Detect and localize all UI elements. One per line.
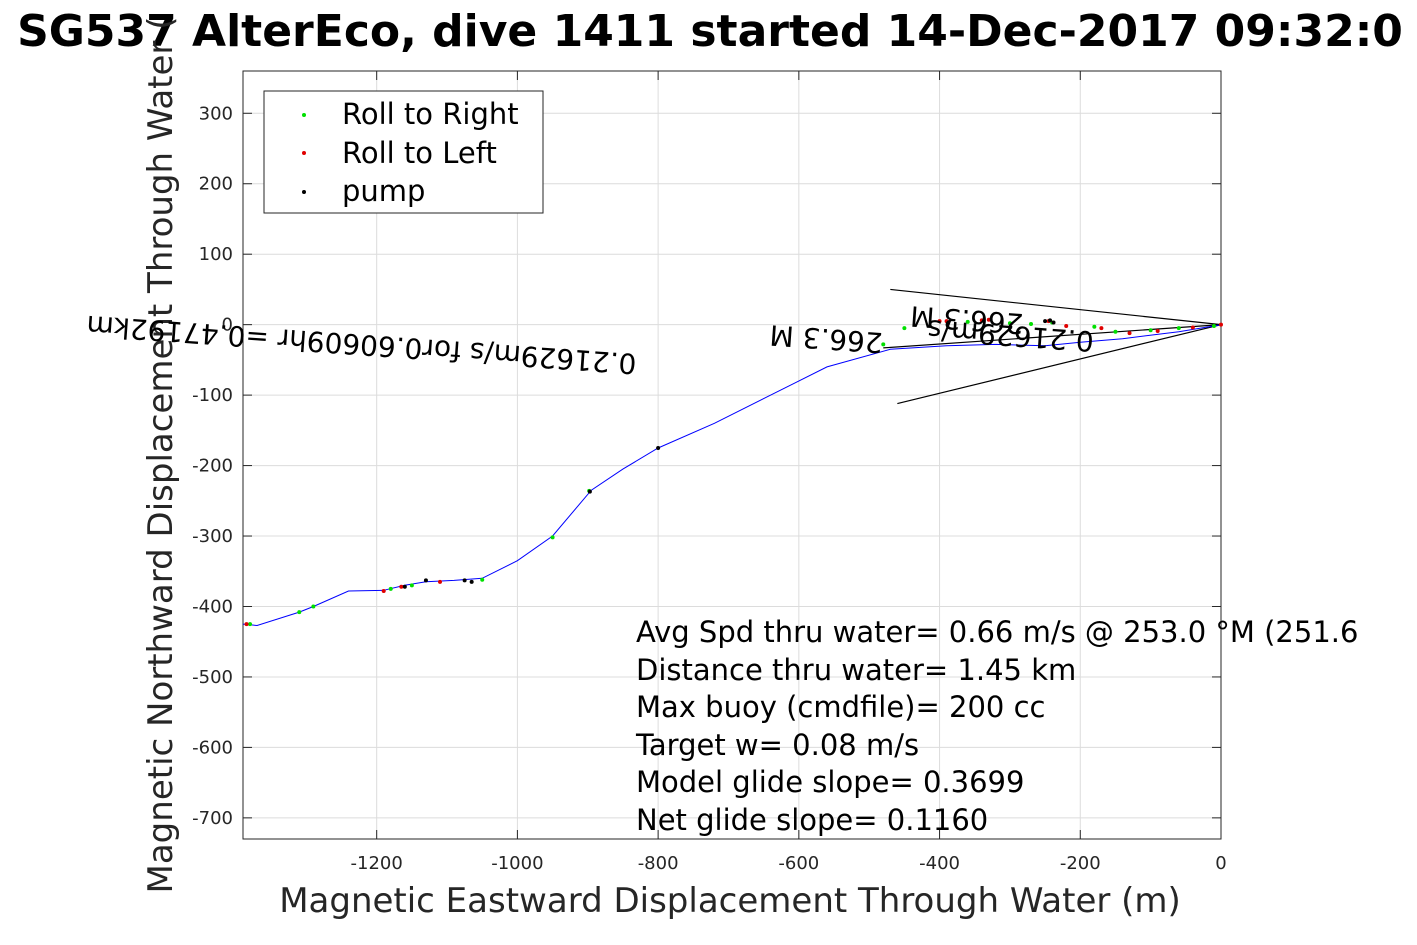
roll-right-point xyxy=(480,577,485,582)
roll-left-point xyxy=(1127,331,1132,336)
roll-right-point xyxy=(1113,329,1118,334)
roll-left-point xyxy=(381,588,386,593)
x-axis-label: Magnetic Eastward Displacement Through W… xyxy=(279,881,1181,921)
roll-right-point xyxy=(248,622,253,627)
current-annotation: 0.21629m/s xyxy=(926,313,1095,358)
legend-marker-pump xyxy=(302,190,306,194)
roll-right-point xyxy=(388,586,393,591)
y-tick-label: 200 xyxy=(199,174,233,195)
annotation-layer: 0.21629m/s for0.60609hr =0.47192km 266.3 … xyxy=(85,299,1095,380)
roll-right-point xyxy=(550,535,555,540)
pump-point xyxy=(462,578,467,583)
legend-box xyxy=(263,90,544,214)
pump-point xyxy=(587,489,592,494)
legend: Roll to Right Roll to Left pump xyxy=(263,90,544,214)
pump-point xyxy=(1051,320,1056,325)
roll-left-point xyxy=(1099,326,1104,331)
y-tick-label: -300 xyxy=(192,526,233,547)
y-tick-label: 300 xyxy=(199,103,233,124)
roll-right-point xyxy=(1211,324,1216,329)
dive-stats-text: Avg Spd thru water= 0.66 m/s @ 253.0 °M … xyxy=(635,615,1358,837)
pump-point xyxy=(469,579,474,584)
current-annotation: 266.3 M xyxy=(769,318,884,359)
roll-left-point xyxy=(1064,324,1069,329)
x-tick-label: -600 xyxy=(778,853,819,874)
roll-right-point xyxy=(311,604,316,609)
roll-left-point xyxy=(1219,322,1223,327)
legend-marker-roll-right xyxy=(302,113,306,117)
legend-label-roll-left: Roll to Left xyxy=(342,136,497,170)
roll-left-point xyxy=(944,319,949,324)
roll-right-point xyxy=(965,319,970,324)
y-tick-label: -600 xyxy=(192,737,233,758)
current-vector-line xyxy=(883,324,1222,349)
y-tick-label: -500 xyxy=(192,667,233,688)
roll-left-point xyxy=(1190,325,1195,330)
stat-model-glide-slope: Model glide slope= 0.3699 xyxy=(636,765,1024,799)
roll-left-point xyxy=(438,579,443,584)
current-vector-line xyxy=(897,324,1222,405)
y-axis-ticks: 300 200 100 0 -100 -200 -300 -400 -500 -600 -700 xyxy=(192,103,1221,829)
y-tick-label: -200 xyxy=(192,456,233,477)
roll-right-point xyxy=(297,610,302,615)
roll-left-point xyxy=(979,318,984,323)
current-vector-line xyxy=(890,288,1222,326)
pump-point xyxy=(1048,318,1053,323)
x-tick-label: -400 xyxy=(919,853,960,874)
x-tick-label: -1200 xyxy=(351,853,403,874)
series-layer xyxy=(242,288,1223,627)
pump-point xyxy=(423,578,428,583)
dive-track-line xyxy=(242,324,1222,627)
roll-left-point xyxy=(1155,328,1160,333)
y-tick-label: 100 xyxy=(199,244,233,265)
roll-right-point xyxy=(1092,324,1097,329)
roll-right-point xyxy=(1148,328,1153,333)
roll-right-point xyxy=(881,342,886,347)
roll-right-point xyxy=(1007,321,1012,326)
current-annotation: 266.3 M xyxy=(909,299,1024,340)
plot-area-frame xyxy=(242,70,1222,840)
roll-right-point xyxy=(409,583,414,588)
pump-point xyxy=(656,445,661,450)
roll-left-point xyxy=(244,622,249,627)
legend-label-roll-right: Roll to Right xyxy=(342,97,519,131)
roll-left-point xyxy=(986,317,991,322)
roll-left-point xyxy=(937,319,942,324)
roll-left-point xyxy=(399,584,404,589)
y-tick-label: -100 xyxy=(192,385,233,406)
stat-max-buoy: Max buoy (cmdfile)= 200 cc xyxy=(636,690,1045,724)
stat-target-w: Target w= 0.08 m/s xyxy=(635,728,919,762)
stat-distance: Distance thru water= 1.45 km xyxy=(636,653,1076,687)
y-tick-label: -700 xyxy=(192,808,233,829)
x-tick-label: 0 xyxy=(1215,853,1226,874)
x-axis-ticks: -1200 -1000 -800 -600 -400 -200 0 xyxy=(351,71,1227,874)
legend-label-pump: pump xyxy=(342,174,425,208)
x-tick-label: -200 xyxy=(1060,853,1101,874)
y-axis-label: Magnetic Northward Displacement Through … xyxy=(141,17,181,894)
grid-lines xyxy=(243,71,1222,839)
y-tick-label: 0 xyxy=(222,315,233,336)
pump-point xyxy=(1043,319,1048,324)
x-tick-label: -1000 xyxy=(491,853,543,874)
stat-net-glide-slope: Net glide slope= 0.1160 xyxy=(636,803,988,837)
legend-marker-roll-left xyxy=(302,151,306,155)
chart-title: SG537 AlterEco, dive 1411 started 14-Dec… xyxy=(17,6,1403,57)
x-tick-label: -800 xyxy=(638,853,679,874)
y-tick-label: -400 xyxy=(192,596,233,617)
stat-avg-speed: Avg Spd thru water= 0.66 m/s @ 253.0 °M … xyxy=(636,615,1358,649)
roll-right-point xyxy=(1176,326,1181,331)
roll-right-point xyxy=(902,326,907,331)
pump-point xyxy=(402,584,407,589)
roll-right-point xyxy=(1029,321,1034,326)
